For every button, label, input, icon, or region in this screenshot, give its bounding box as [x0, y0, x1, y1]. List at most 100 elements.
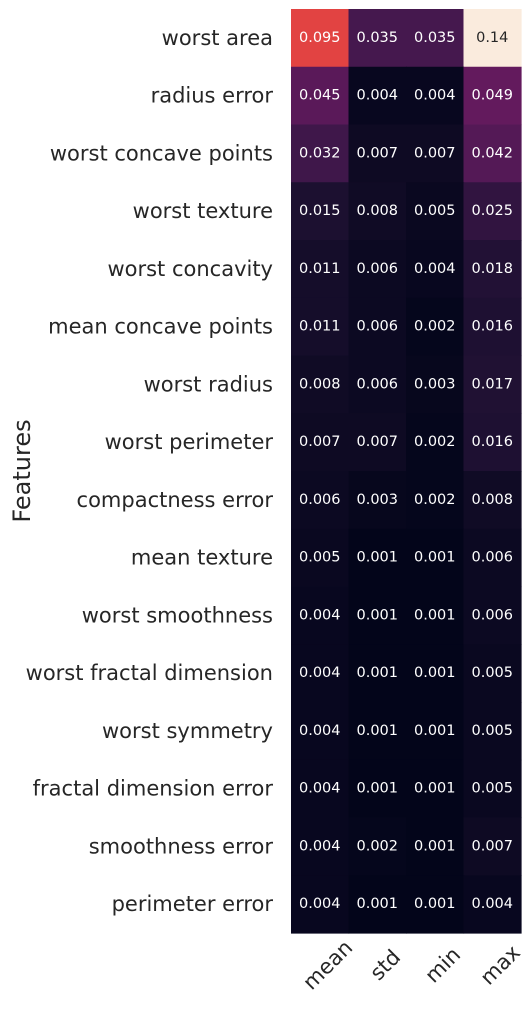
- heatmap-cell: [291, 759, 350, 819]
- heatmap-cell-value: 0.005: [414, 203, 456, 219]
- heatmap-cell: [348, 528, 407, 588]
- heatmap-cell-value: 0.011: [299, 261, 341, 277]
- heatmap-cell: [348, 9, 407, 68]
- y-tick-labels: worst area radius error worst concave poin…: [26, 26, 274, 916]
- heatmap-cell: [291, 471, 350, 530]
- heatmap-cell-value: 0.001: [356, 665, 398, 681]
- y-tick-label: worst area: [162, 26, 273, 50]
- heatmap-cell: [406, 586, 465, 645]
- heatmap-cell-value: 0.006: [299, 492, 341, 508]
- heatmap-cell-value: 0.017: [471, 376, 513, 392]
- heatmap-cell: [463, 355, 522, 414]
- heatmap-cell-value: 0.006: [356, 376, 398, 392]
- heatmap-cell: [406, 817, 465, 876]
- heatmap-cell: [406, 240, 465, 299]
- heatmap-cell-value: 0.003: [356, 492, 398, 508]
- heatmap-cell: [406, 875, 465, 934]
- heatmap-cell-value: 0.002: [414, 492, 456, 508]
- y-tick-label: compactness error: [77, 488, 274, 512]
- heatmap-cell: [291, 528, 350, 588]
- heatmap-cell: [406, 759, 465, 819]
- y-tick-label: smoothness error: [89, 834, 274, 858]
- heatmap-cell-value: 0.042: [471, 145, 513, 161]
- heatmap-cell-value: 0.004: [299, 723, 341, 739]
- heatmap-cell-value: 0.045: [299, 88, 341, 104]
- heatmap-cell-value: 0.004: [299, 607, 341, 623]
- heatmap-cell-value: 0.004: [299, 665, 341, 681]
- heatmap-cell: [463, 702, 522, 761]
- heatmap-cell: [463, 297, 522, 357]
- heatmap-cell-value: 0.005: [471, 781, 513, 797]
- y-tick-label: worst smoothness: [82, 603, 273, 627]
- heatmap-cell: [463, 817, 522, 876]
- heatmap-cell: [406, 528, 465, 588]
- heatmap-cell: [291, 355, 350, 414]
- heatmap-cell: [463, 875, 522, 934]
- heatmap-cell: [291, 586, 350, 645]
- heatmap-cell-value: 0.004: [356, 88, 398, 104]
- heatmap-cell-value: 0.018: [471, 261, 513, 277]
- heatmap-cell-value: 0.005: [471, 723, 513, 739]
- heatmap-cell-value: 0.001: [414, 665, 456, 681]
- heatmap-cell-value: 0.095: [299, 30, 341, 46]
- heatmap-cell-value: 0.025: [471, 203, 513, 219]
- heatmap-cell-value: 0.005: [299, 550, 341, 566]
- heatmap-cell: [348, 297, 407, 357]
- heatmap-cell-labels: 0.095 0.035 0.035 0.14 0.045 0.004 0.004 0.049 0…: [299, 30, 513, 912]
- heatmap-cell: [348, 471, 407, 530]
- y-tick-label: worst perimeter: [105, 430, 274, 454]
- heatmap-cell-value: 0.004: [299, 896, 341, 912]
- heatmap-cell-value: 0.011: [299, 319, 341, 335]
- heatmap-cell-value: 0.004: [299, 838, 341, 854]
- y-tick-label: worst fractal dimension: [26, 661, 273, 685]
- heatmap-cell: [406, 644, 465, 703]
- heatmap-cell: [463, 124, 522, 183]
- heatmap-cell-value: 0.001: [414, 838, 456, 854]
- heatmap-cell-value: 0.004: [471, 896, 513, 912]
- heatmap-cell: [463, 182, 522, 241]
- heatmap-cell: [406, 9, 465, 68]
- heatmap-cell-value: 0.001: [356, 550, 398, 566]
- heatmap-cell: [348, 66, 407, 126]
- heatmap-cell-value: 0.006: [471, 607, 513, 623]
- heatmap-cell: [348, 355, 407, 414]
- heatmap-cell-value: 0.007: [414, 145, 456, 161]
- heatmap-cell: [406, 124, 465, 183]
- heatmap-cell: [348, 817, 407, 876]
- x-tick-labels: mean std min max: [298, 935, 525, 994]
- heatmap-cell: [291, 240, 350, 299]
- heatmap-cell: [463, 413, 522, 472]
- heatmap-cell-value: 0.004: [414, 261, 456, 277]
- y-tick-label: worst symmetry: [102, 719, 273, 743]
- heatmap-cell: [291, 66, 350, 126]
- heatmap-cell: [291, 297, 350, 357]
- heatmap-cell-value: 0.035: [356, 30, 398, 46]
- x-tick-label: max: [476, 940, 525, 989]
- heatmap-cell-value: 0.008: [356, 203, 398, 219]
- heatmap-cell: [406, 66, 465, 126]
- heatmap-cell-value: 0.004: [299, 781, 341, 797]
- heatmap-cell-value: 0.001: [356, 896, 398, 912]
- heatmap-cell-value: 0.001: [414, 607, 456, 623]
- heatmap-cell: [291, 124, 350, 183]
- heatmap-cell-value: 0.007: [299, 434, 341, 450]
- heatmap-cell: [463, 9, 522, 68]
- heatmap-cell-value: 0.002: [414, 434, 456, 450]
- heatmap-cell-value: 0.001: [356, 781, 398, 797]
- heatmap-cell: [291, 702, 350, 761]
- heatmap-cell: [348, 182, 407, 241]
- heatmap-cell: [463, 759, 522, 819]
- x-tick-label: std: [365, 945, 405, 985]
- y-tick-label: perimeter error: [112, 892, 274, 916]
- heatmap-cell-value: 0.032: [299, 145, 341, 161]
- y-tick-label: radius error: [151, 84, 274, 108]
- heatmap-cell-value: 0.001: [414, 896, 456, 912]
- heatmap-cell: [463, 586, 522, 645]
- heatmap-cell-value: 0.006: [471, 550, 513, 566]
- x-tick-label: min: [420, 943, 465, 988]
- heatmap-cell: [348, 644, 407, 703]
- heatmap-cell: [406, 355, 465, 414]
- heatmap-cell: [463, 240, 522, 299]
- heatmap-cell: [291, 182, 350, 241]
